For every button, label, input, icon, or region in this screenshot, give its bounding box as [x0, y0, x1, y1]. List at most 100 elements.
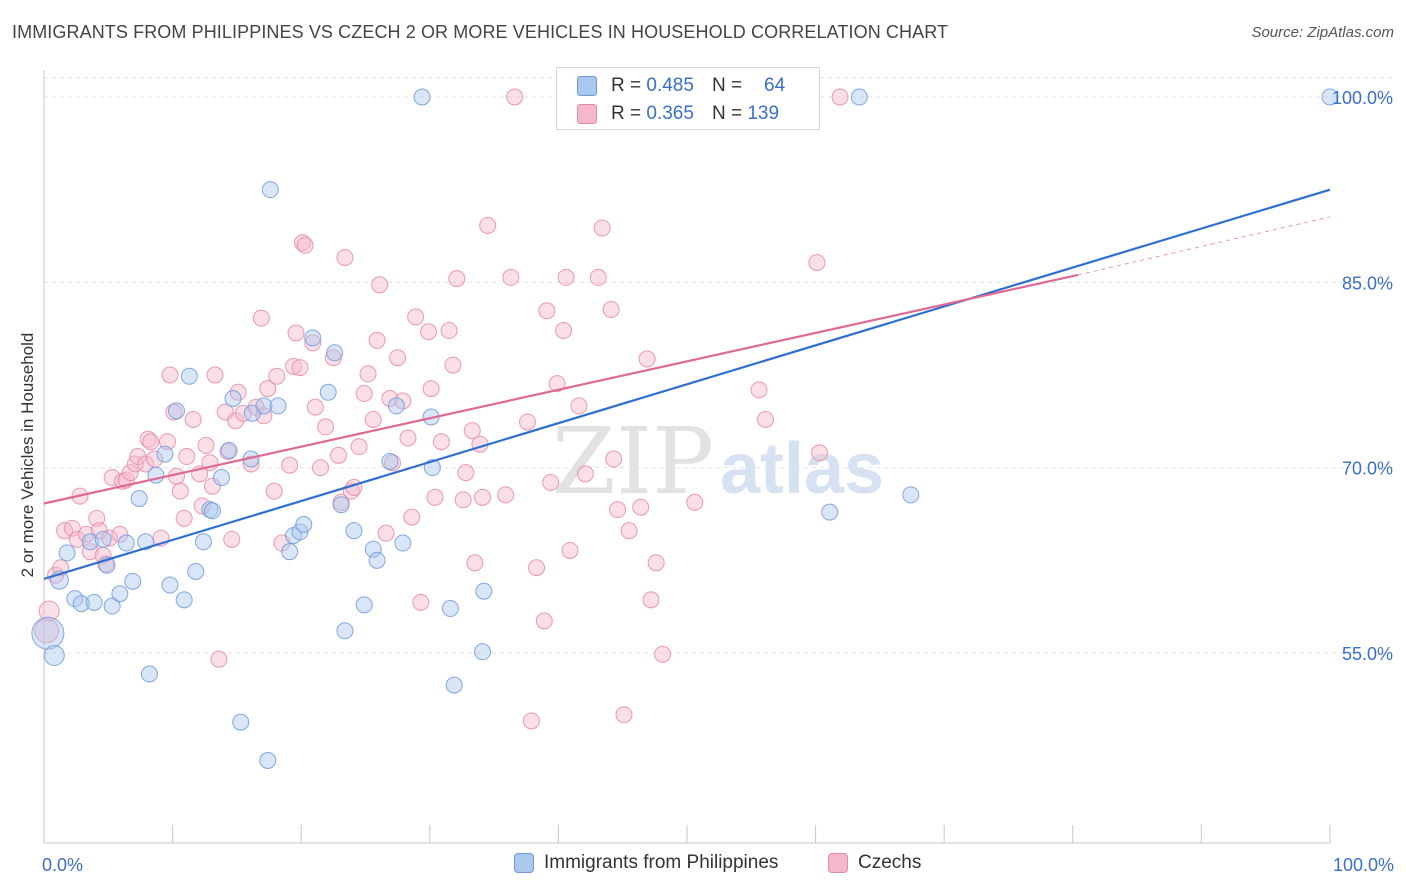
stats-r-value: 0.365 [646, 103, 694, 124]
czechs-point [589, 268, 607, 286]
legend-swatch-blue [514, 853, 534, 873]
philippines-point [224, 389, 242, 407]
czechs-point [63, 519, 81, 537]
stats-r-label: R = [611, 75, 642, 96]
stats-n-label: N = [711, 103, 743, 124]
czechs-point [291, 359, 309, 377]
philippines-point [140, 665, 158, 683]
czechs-point [184, 410, 202, 428]
czechs-point [463, 422, 481, 440]
czechs-point [426, 488, 444, 506]
philippines-point [1321, 88, 1339, 106]
philippines-point [355, 596, 373, 614]
grid-lines [44, 77, 1394, 654]
philippines-point [441, 600, 459, 618]
czechs-point [68, 530, 86, 548]
x-tick-label: 100.0% [1333, 855, 1394, 875]
philippines-point [81, 533, 99, 551]
philippines-point [475, 582, 493, 600]
czechs-point [654, 645, 672, 663]
czechs-point [756, 410, 774, 428]
czechs-point [259, 380, 277, 398]
czechs-point [139, 430, 157, 448]
czechs-point [444, 356, 462, 374]
czechs-point [555, 322, 573, 340]
czechs-point [34, 618, 60, 644]
czechs-point [403, 508, 421, 526]
czechs-point [457, 464, 475, 482]
czechs-point [371, 276, 389, 294]
czechs-point [252, 309, 270, 327]
czechs-point [311, 459, 329, 477]
philippines-point [85, 593, 103, 611]
czechs-point [479, 216, 497, 234]
czechs-point [219, 443, 237, 461]
czechs-point [432, 433, 450, 451]
czechs-point [593, 219, 611, 237]
stats-r-label: R = [611, 103, 642, 124]
stats-swatch-blue [577, 76, 597, 96]
philippines-point [180, 367, 198, 385]
czechs-point [609, 501, 627, 519]
czechs-point [576, 465, 594, 483]
czechs-points [34, 88, 849, 730]
czechs-point [605, 450, 623, 468]
trend-lines [43, 188, 1331, 580]
czechs-point [522, 712, 540, 730]
czechs-point [647, 554, 665, 572]
philippines-point [368, 551, 386, 569]
czechs-point [350, 438, 368, 456]
y-tick-label: 70.0% [1342, 459, 1393, 479]
czechs-point [242, 455, 260, 473]
czechs-point [368, 331, 386, 349]
czechs-point [615, 706, 633, 724]
czechs-point [281, 456, 299, 474]
czechs-point [377, 524, 395, 542]
axes [43, 70, 1331, 844]
philippines-point [332, 496, 350, 514]
philippines-point [187, 562, 205, 580]
philippines-point [336, 622, 354, 640]
stats-n-label: N = [711, 75, 743, 96]
y-axis-label-wrap: 2 or more Vehicles in Household [16, 0, 40, 892]
legend-item-czechs[interactable]: Czechs [828, 852, 921, 874]
czechs-point [171, 482, 189, 500]
stats-r-value: 0.485 [646, 75, 694, 96]
czechs-point [293, 234, 311, 252]
czechs-point [364, 410, 382, 428]
czechs-point [506, 88, 524, 106]
legend-item-philippines[interactable]: Immigrants from Philippines [514, 852, 778, 874]
czechs-point [535, 612, 553, 630]
czechs-point [808, 254, 826, 272]
philippines-point [212, 469, 230, 487]
czechs-trend-extension [1077, 216, 1331, 276]
czechs-point [101, 529, 119, 547]
czechs-point [412, 593, 430, 611]
philippines-point [281, 543, 299, 561]
philippines-point [117, 534, 135, 552]
stats-n-value: 139 [747, 103, 780, 124]
philippines-point [295, 516, 313, 534]
x-tick-label: 0.0% [42, 855, 83, 875]
philippines-point [111, 585, 129, 603]
czechs-point [638, 350, 656, 368]
y-axis-label: 2 or more Vehicles in Household [18, 332, 37, 578]
legend-swatch-pink [828, 853, 848, 873]
czechs-point [206, 366, 224, 384]
philippines-point [821, 503, 839, 521]
czechs-point [448, 270, 466, 288]
czechs-point [121, 464, 139, 482]
czechs-point [420, 323, 438, 341]
stats-swatch-pink [577, 104, 597, 124]
czechs-point [287, 324, 305, 342]
czechs-point [466, 554, 484, 572]
stats-n-value: 64 [764, 75, 786, 96]
philippines-point [167, 402, 185, 420]
philippines-point [130, 490, 148, 508]
philippines-point [103, 597, 121, 615]
czechs-point [474, 488, 492, 506]
czechs-point [502, 268, 520, 286]
czechs-point [642, 591, 660, 609]
philippines-point [319, 383, 337, 401]
